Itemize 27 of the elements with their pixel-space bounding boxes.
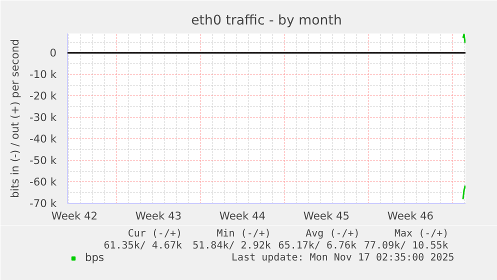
y-tick-label: -20 k [30, 89, 58, 102]
y-tick-label: -30 k [30, 110, 58, 124]
y-tick-label: -10 k [30, 68, 58, 81]
y-tick-label: -40 k [30, 132, 58, 146]
text: 61.35k/ 4.67k [104, 240, 182, 252]
y-tick-label: -70 k [30, 197, 58, 210]
text: 77.09k/ 10.55k [364, 240, 448, 252]
text: Avg (-/+) [306, 228, 360, 240]
x-tick-label: Week 44 [219, 210, 266, 222]
y-tick-label: -60 k [30, 175, 58, 188]
x-tick-label: Week 43 [135, 210, 182, 222]
text: 65.17k/ 6.76k [278, 240, 357, 252]
line-series [462, 34, 466, 44]
legend-label: bps [85, 251, 105, 264]
line-series [462, 186, 466, 200]
chart-title: eth0 traffic - by month [191, 14, 342, 28]
y-tick-label: 0 [50, 46, 57, 60]
x-tick-label: Week 46 [387, 210, 434, 222]
text: Cur (-/+) [128, 228, 182, 240]
x-tick-label: Week 42 [51, 210, 98, 222]
x-tick-label: Week 45 [303, 210, 350, 222]
text: Max (-/+) [394, 228, 449, 240]
text: Last update: Mon Nov 17 02:35:00 2025 [232, 252, 454, 264]
text: 51.84k/ 2.92k [192, 240, 271, 252]
text: Min (-/+) [216, 228, 271, 240]
y-tick-label: -50 k [30, 154, 58, 167]
y-axis-title: bits in (-) / out (+) per second [8, 38, 22, 198]
